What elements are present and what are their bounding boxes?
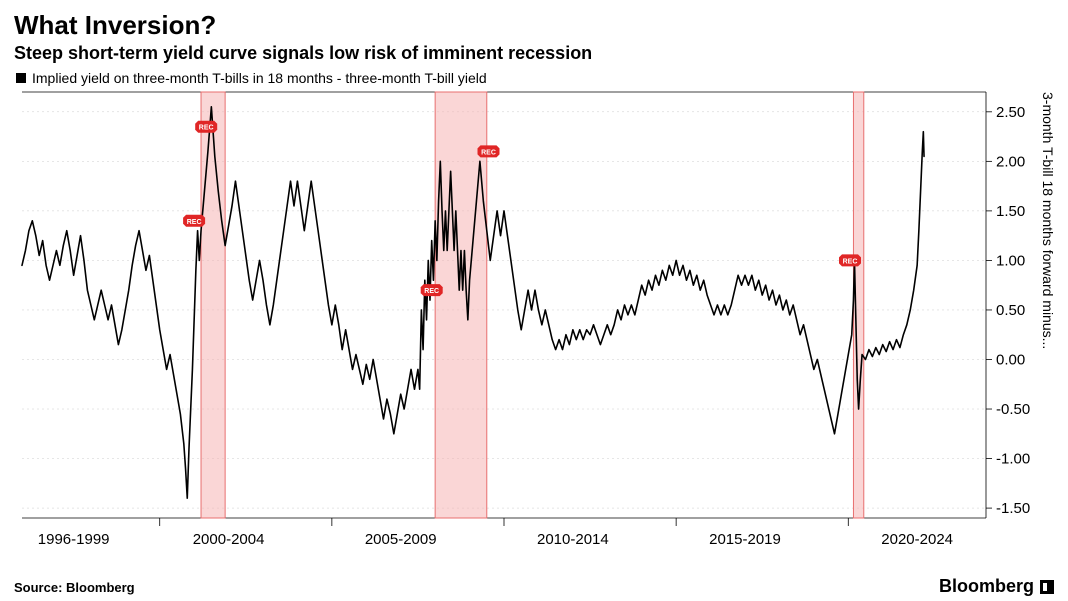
source-label: Source: Bloomberg bbox=[14, 580, 135, 595]
chart-svg: -1.50 -1.00 -0.50 0.00 0.50 1.00 1.50 2.00 2.50 R… bbox=[14, 88, 1054, 558]
svg-text:REC: REC bbox=[843, 258, 858, 265]
y-tick-label: -1.00 bbox=[996, 451, 1030, 468]
legend-label: Implied yield on three-month T-bills in … bbox=[32, 70, 487, 86]
brand-text: Bloomberg bbox=[939, 576, 1034, 597]
svg-text:REC: REC bbox=[199, 125, 214, 132]
svg-text:REC: REC bbox=[481, 149, 496, 156]
brand-icon bbox=[1040, 580, 1054, 594]
y-tick-label: 0.50 bbox=[996, 302, 1025, 319]
brand: Bloomberg bbox=[939, 576, 1054, 597]
y-tick-label: 2.50 bbox=[996, 104, 1025, 121]
y-tick-label: -0.50 bbox=[996, 401, 1030, 418]
x-group-label: 2015-2019 bbox=[709, 531, 781, 548]
y-axis-label: 3-month T-bill 18 months forward minus..… bbox=[1038, 88, 1056, 558]
chart-area: -1.50 -1.00 -0.50 0.00 0.50 1.00 1.50 2.00 2.50 R… bbox=[14, 88, 1054, 558]
y-tick-label: 1.50 bbox=[996, 203, 1025, 220]
x-group-label: 2005-2009 bbox=[365, 531, 437, 548]
y-tick-label: -1.50 bbox=[996, 500, 1030, 517]
svg-text:REC: REC bbox=[424, 288, 439, 295]
chart-title: What Inversion? bbox=[14, 10, 1054, 41]
x-group-label: 2000-2004 bbox=[193, 531, 265, 548]
x-group-label: 2010-2014 bbox=[537, 531, 609, 548]
legend-swatch bbox=[16, 73, 26, 83]
svg-text:REC: REC bbox=[187, 219, 202, 226]
x-group-label: 2020-2024 bbox=[881, 531, 953, 548]
y-tick-label: 1.00 bbox=[996, 252, 1025, 269]
legend: Implied yield on three-month T-bills in … bbox=[16, 70, 1054, 86]
y-tick-label: 0.00 bbox=[996, 351, 1025, 368]
chart-container: What Inversion? Steep short-term yield c… bbox=[0, 0, 1068, 601]
chart-subtitle: Steep short-term yield curve signals low… bbox=[14, 43, 1054, 64]
y-tick-label: 2.00 bbox=[996, 153, 1025, 170]
x-group-label: 1996-1999 bbox=[38, 531, 110, 548]
